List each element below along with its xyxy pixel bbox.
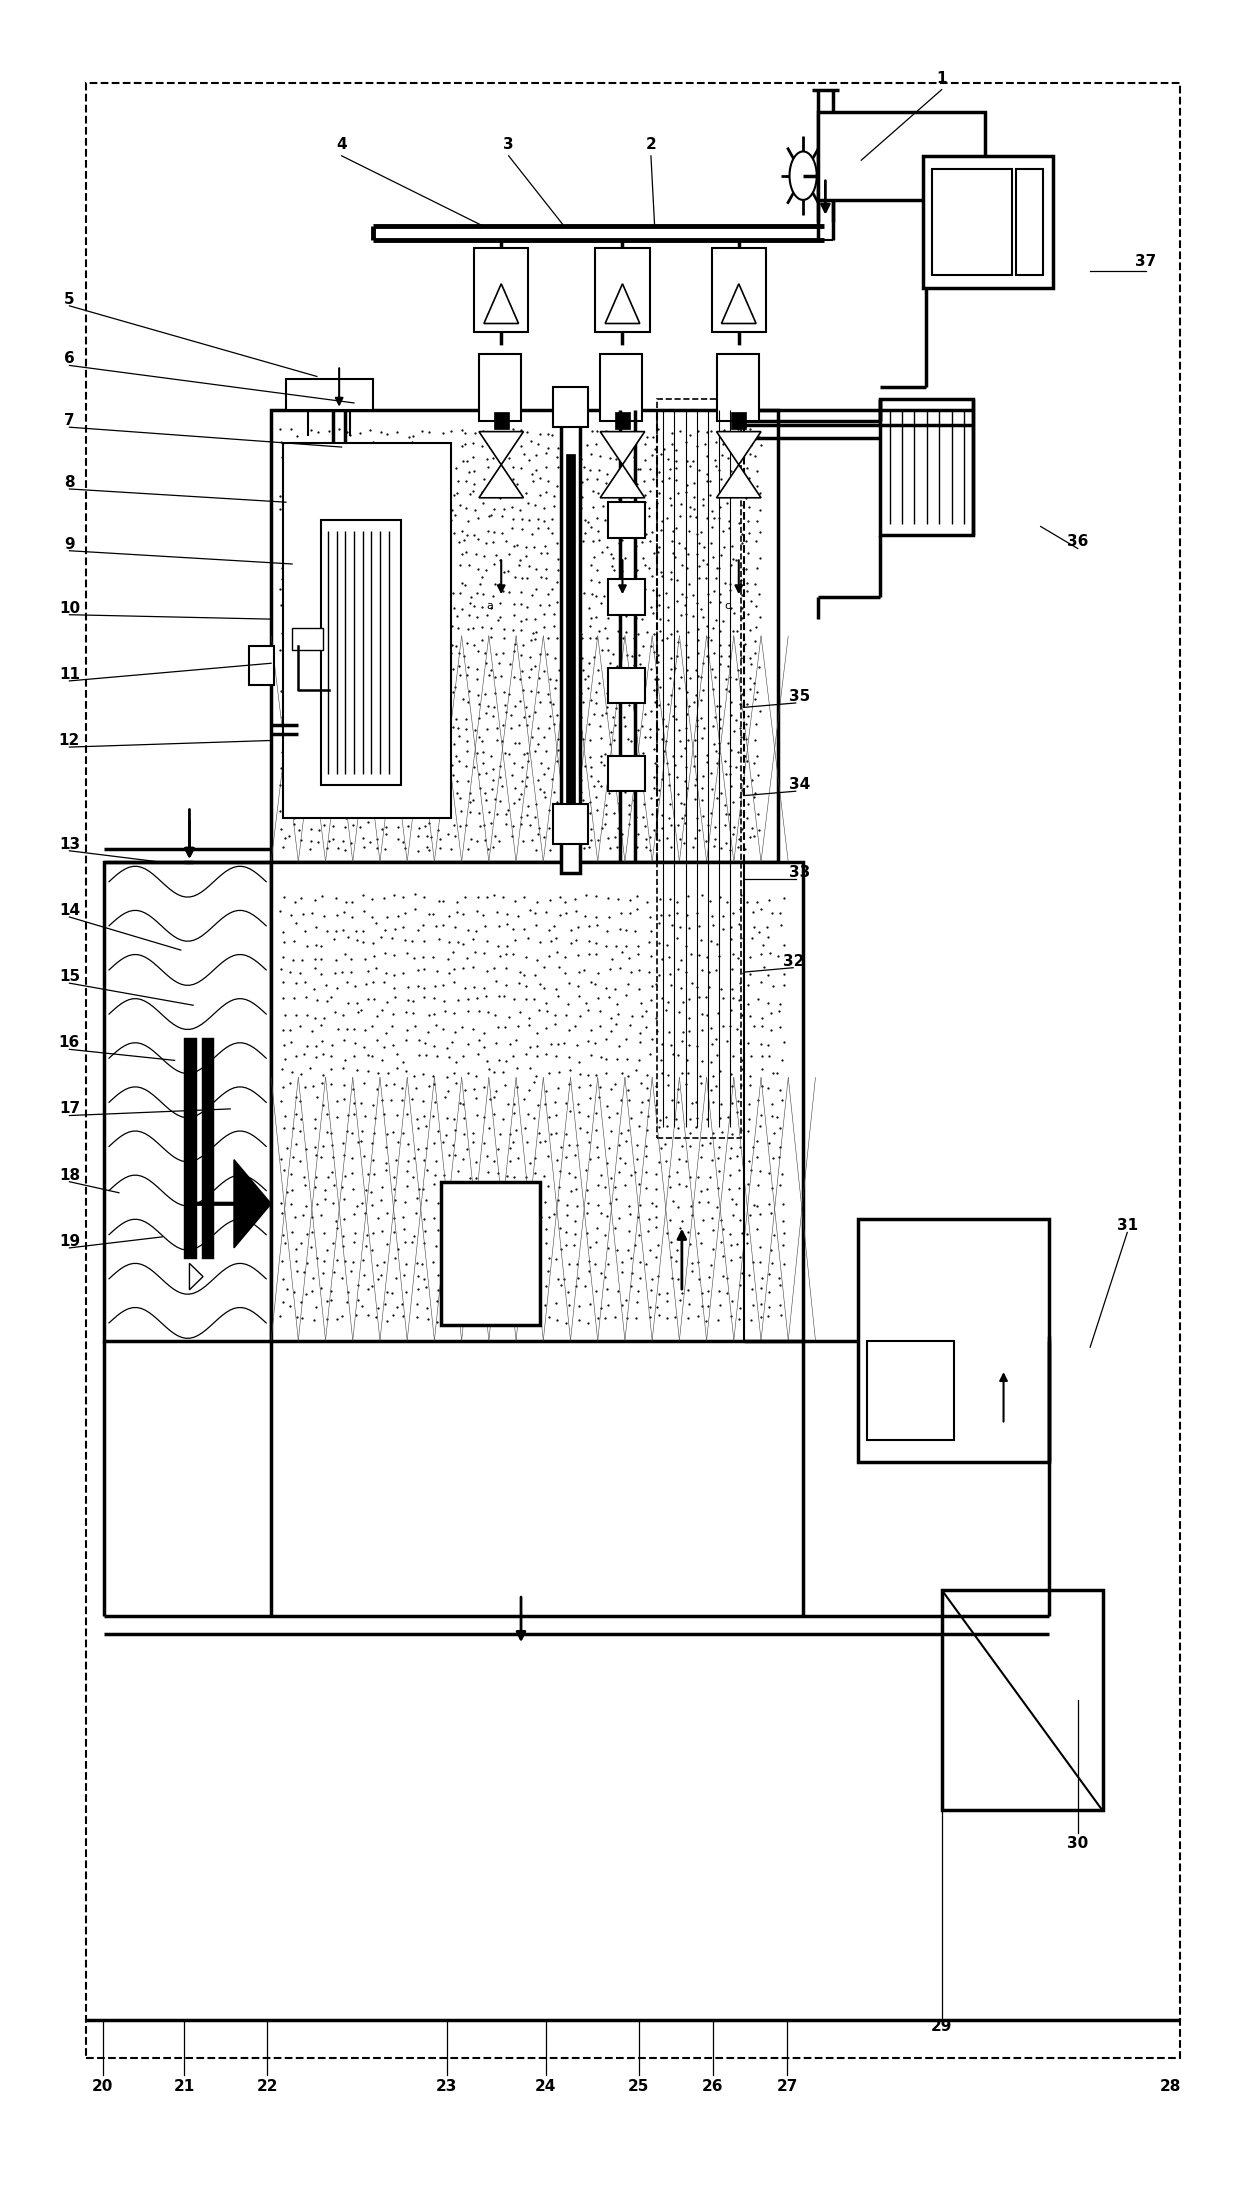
Text: 16: 16 (58, 1036, 81, 1049)
Bar (712, 247, 766, 331)
Text: 28: 28 (1159, 2079, 1182, 2094)
Text: 24: 24 (536, 2079, 557, 2094)
Bar (941, 1590, 1102, 1811)
Text: 23: 23 (436, 2079, 458, 2094)
Polygon shape (479, 431, 523, 464)
Text: 7: 7 (64, 413, 74, 429)
Bar (565, 453, 575, 817)
Bar (272, 862, 804, 1341)
Text: 32: 32 (782, 954, 804, 968)
Polygon shape (717, 464, 761, 497)
Bar (104, 862, 272, 1341)
Polygon shape (190, 1264, 203, 1290)
Bar (868, 1341, 954, 1440)
Text: c: c (724, 601, 730, 612)
Text: 30: 30 (1068, 1836, 1089, 1851)
Bar (293, 627, 324, 649)
Text: 36: 36 (1068, 535, 1089, 550)
Bar (717, 353, 759, 420)
Bar (321, 519, 401, 784)
Bar (494, 411, 508, 429)
Bar (553, 804, 588, 844)
Bar (284, 442, 450, 817)
Bar (858, 1219, 1049, 1462)
Bar (1016, 170, 1043, 274)
Text: 5: 5 (64, 292, 74, 307)
Bar (286, 378, 372, 409)
Bar (185, 1038, 197, 1259)
Polygon shape (234, 1160, 272, 1248)
Text: 10: 10 (58, 601, 81, 616)
Bar (732, 411, 746, 429)
Text: 27: 27 (776, 2079, 797, 2094)
Text: 2: 2 (646, 137, 656, 152)
Text: 3: 3 (503, 137, 513, 152)
Bar (560, 398, 580, 873)
Bar (608, 501, 645, 537)
Text: 8: 8 (64, 475, 74, 490)
Text: 13: 13 (58, 837, 81, 853)
Bar (86, 84, 1180, 2057)
Bar (608, 755, 645, 791)
Text: 19: 19 (58, 1235, 81, 1248)
Text: 6: 6 (64, 351, 74, 367)
Text: 17: 17 (58, 1102, 81, 1116)
Bar (608, 579, 645, 614)
Bar (440, 1182, 539, 1325)
Bar (880, 398, 972, 535)
Text: 25: 25 (627, 2079, 650, 2094)
Text: 37: 37 (1135, 254, 1157, 269)
Text: 11: 11 (60, 667, 79, 683)
Bar (249, 645, 274, 685)
Text: 21: 21 (174, 2079, 195, 2094)
Text: 4: 4 (336, 137, 347, 152)
Bar (818, 113, 985, 201)
Text: b: b (608, 601, 615, 612)
Text: 20: 20 (92, 2079, 114, 2094)
Text: 26: 26 (702, 2079, 724, 2094)
Text: 29: 29 (931, 2019, 952, 2034)
Text: 9: 9 (64, 537, 74, 552)
Text: 31: 31 (1117, 1219, 1138, 1233)
Polygon shape (479, 464, 523, 497)
Bar (615, 411, 630, 429)
Text: 14: 14 (58, 903, 81, 919)
Polygon shape (717, 431, 761, 464)
Bar (923, 157, 1053, 287)
Text: 35: 35 (789, 689, 810, 705)
Text: 1: 1 (936, 71, 947, 86)
Text: 18: 18 (58, 1169, 81, 1182)
Text: 22: 22 (257, 2079, 278, 2094)
Text: 34: 34 (789, 778, 810, 793)
Polygon shape (600, 431, 645, 464)
Bar (553, 387, 588, 426)
Polygon shape (722, 283, 756, 323)
Polygon shape (484, 283, 518, 323)
Bar (600, 353, 642, 420)
Polygon shape (605, 283, 640, 323)
Bar (931, 170, 1012, 274)
Text: 15: 15 (58, 970, 81, 983)
Bar (595, 247, 650, 331)
Bar (657, 398, 742, 1138)
Text: a: a (486, 601, 494, 612)
Bar (479, 353, 521, 420)
Bar (608, 667, 645, 702)
Text: 12: 12 (58, 733, 81, 749)
Text: 33: 33 (789, 866, 810, 881)
Bar (202, 1038, 215, 1259)
Polygon shape (600, 464, 645, 497)
Bar (272, 409, 779, 862)
Bar (474, 247, 528, 331)
